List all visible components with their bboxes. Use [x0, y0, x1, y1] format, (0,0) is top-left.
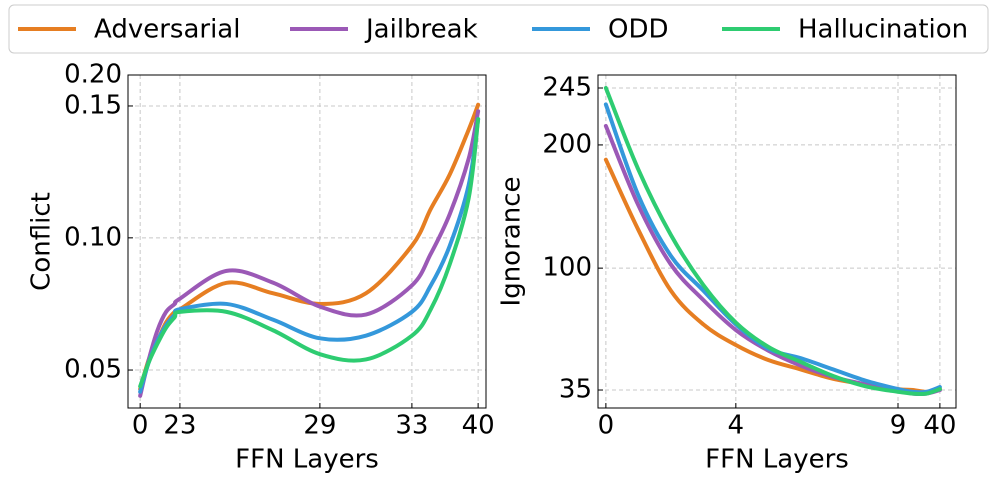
series-line	[138, 109, 481, 398]
series-line	[603, 157, 942, 394]
series-line	[138, 117, 481, 389]
x-tick-label: 0	[598, 411, 615, 441]
series-line	[603, 123, 942, 397]
legend-label: Jailbreak	[364, 15, 478, 45]
x-tick-label: 9	[890, 411, 907, 441]
x-tick-label: 40	[923, 411, 956, 441]
legend-box	[8, 4, 989, 54]
y-tick-label: 0.15	[64, 90, 122, 120]
x-axis-label: FFN Layers	[235, 445, 379, 475]
y-axis-label: Ignorance	[497, 177, 527, 307]
x-tick-label: 40	[462, 411, 495, 441]
legend-label: ODD	[608, 15, 669, 45]
legend-label: Adversarial	[94, 15, 240, 45]
x-tick-label: 23	[163, 411, 196, 441]
y-tick-label: 200	[542, 129, 592, 159]
y-axis-label: Conflict	[27, 192, 57, 291]
x-tick-label: 4	[728, 411, 745, 441]
legend-label: Hallucination	[798, 15, 968, 45]
x-tick-label: 0	[132, 411, 149, 441]
axes-frame	[597, 74, 957, 409]
x-tick-label: 33	[395, 411, 428, 441]
y-tick-label: 0.10	[64, 222, 122, 252]
y-tick-label: 100	[542, 253, 592, 283]
series-line	[138, 102, 481, 392]
y-tick-label: 245	[542, 72, 592, 102]
y-tick-label: 35	[559, 375, 592, 405]
axes-frame	[127, 74, 487, 409]
y-tick-label: 0.20	[64, 60, 122, 90]
x-tick-label: 29	[303, 411, 336, 441]
y-tick-label: 0.05	[64, 355, 122, 385]
series-line	[603, 85, 942, 397]
x-axis-label: FFN Layers	[705, 445, 849, 475]
